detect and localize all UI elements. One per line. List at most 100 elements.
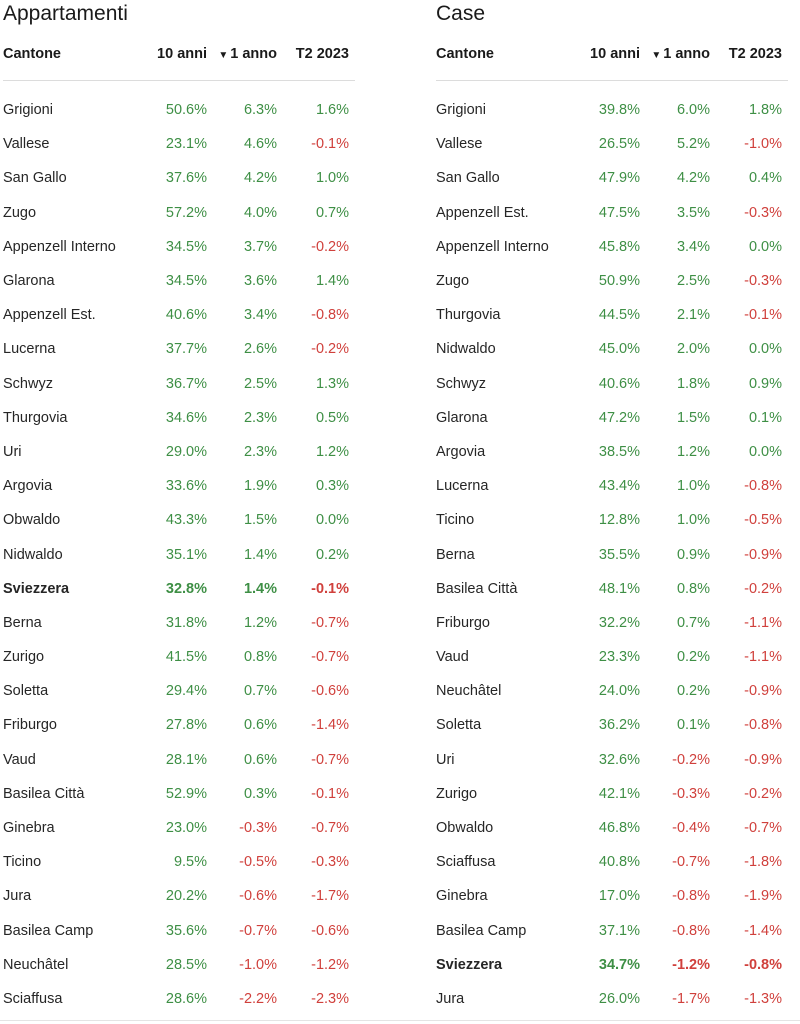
cell-cantone: Appenzell Est. (3, 307, 96, 324)
table-row: Soletta 29.4% 0.7% -0.6% (3, 674, 355, 708)
cell-cantone: Appenzell Interno (436, 238, 549, 255)
table-row: Berna 31.8% 1.2% -0.7% (3, 606, 355, 640)
cell-1-anno: 6.0% (676, 102, 710, 119)
cell-10-anni: 32.2% (598, 614, 640, 631)
table-row: Appenzell Interno 34.5% 3.7% -0.2% (3, 230, 355, 264)
cell-1-anno: 4.2% (676, 170, 710, 187)
cell-t2-2023: -1.1% (744, 614, 782, 631)
table-row: Vallese 26.5% 5.2% -1.0% (436, 127, 788, 161)
cell-1-anno: -0.5% (239, 854, 277, 871)
table-body: Grigioni 39.8% 6.0% 1.8% Vallese 26.5% 5.2% -1.… (436, 93, 788, 1016)
cell-1-anno: -1.2% (672, 956, 710, 973)
cell-cantone: Nidwaldo (436, 341, 496, 358)
header-cantone[interactable]: Cantone (3, 46, 61, 62)
cell-10-anni: 39.8% (598, 102, 640, 119)
header-1-anno[interactable]: ▼ 1 anno (640, 46, 710, 62)
table-row: San Gallo 47.9% 4.2% 0.4% (436, 161, 788, 195)
table-row: Zugo 50.9% 2.5% -0.3% (436, 264, 788, 298)
cell-1-anno: 3.4% (243, 307, 277, 324)
table-row: Lucerna 43.4% 1.0% -0.8% (436, 469, 788, 503)
table-row: Sciaffusa 28.6% -2.2% -2.3% (3, 982, 355, 1016)
cell-t2-2023: -0.8% (311, 307, 349, 324)
header-1-anno-label: 1 anno (230, 46, 277, 62)
table-row: Basilea Città 48.1% 0.8% -0.2% (436, 572, 788, 606)
cell-t2-2023: -0.5% (744, 512, 782, 529)
table-row: Ticino 9.5% -0.5% -0.3% (3, 845, 355, 879)
cell-1-anno: 2.3% (243, 409, 277, 426)
cell-cantone: Thurgovia (3, 409, 68, 426)
cell-10-anni: 37.1% (598, 922, 640, 939)
cell-t2-2023: -0.2% (744, 785, 782, 802)
table-row: Thurgovia 44.5% 2.1% -0.1% (436, 298, 788, 332)
table-appartamenti: Appartamenti Cantone 10 anni ▼ 1 anno T2 … (3, 0, 355, 1016)
cell-1-anno: 2.5% (676, 273, 710, 290)
cell-cantone: Vaud (3, 751, 36, 768)
cell-10-anni: 37.6% (165, 170, 207, 187)
table-title: Case (436, 2, 486, 25)
sort-down-icon: ▼ (218, 50, 229, 61)
cell-t2-2023: -1.1% (744, 649, 782, 666)
cell-cantone: Glarona (3, 273, 55, 290)
cell-cantone: Basilea Città (436, 580, 518, 597)
cell-cantone: Ticino (3, 854, 42, 871)
cell-t2-2023: -0.3% (311, 854, 349, 871)
cell-cantone: Basilea Città (3, 785, 85, 802)
cell-t2-2023: -0.2% (744, 580, 782, 597)
cell-cantone: Argovia (3, 478, 53, 495)
cell-cantone: Neuchâtel (3, 956, 69, 973)
cell-10-anni: 36.2% (598, 717, 640, 734)
header-cantone[interactable]: Cantone (436, 46, 494, 62)
cell-10-anni: 35.1% (165, 546, 207, 563)
cell-t2-2023: 1.6% (315, 102, 349, 119)
table-row: Jura 26.0% -1.7% -1.3% (436, 982, 788, 1016)
header-1-anno[interactable]: ▼ 1 anno (207, 46, 277, 62)
cell-1-anno: -0.7% (239, 922, 277, 939)
cell-t2-2023: 0.1% (748, 409, 782, 426)
cell-cantone: San Gallo (436, 170, 500, 187)
cell-cantone: Ginebra (436, 888, 488, 905)
cell-10-anni: 40.6% (598, 375, 640, 392)
header-10-anni[interactable]: 10 anni (157, 46, 207, 62)
cell-t2-2023: -0.6% (311, 683, 349, 700)
table-row: Ticino 12.8% 1.0% -0.5% (436, 503, 788, 537)
cell-10-anni: 31.8% (165, 614, 207, 631)
cell-10-anni: 9.5% (173, 854, 207, 871)
cell-cantone: Zurigo (436, 785, 478, 802)
cell-10-anni: 47.2% (598, 409, 640, 426)
cell-t2-2023: -1.4% (744, 922, 782, 939)
cell-10-anni: 33.6% (165, 478, 207, 495)
cell-cantone: Schwyz (436, 375, 486, 392)
cell-cantone: Vallese (3, 136, 50, 153)
cell-10-anni: 17.0% (598, 888, 640, 905)
cell-10-anni: 23.1% (165, 136, 207, 153)
cell-t2-2023: 1.8% (748, 102, 782, 119)
table-title: Appartamenti (3, 2, 128, 25)
table-row: Obwaldo 46.8% -0.4% -0.7% (436, 811, 788, 845)
header-t2-2023[interactable]: T2 2023 (295, 46, 349, 62)
header-10-anni[interactable]: 10 anni (590, 46, 640, 62)
table-row: Uri 29.0% 2.3% 1.2% (3, 435, 355, 469)
cell-cantone: Soletta (3, 683, 49, 700)
header-t2-2023[interactable]: T2 2023 (728, 46, 782, 62)
cell-cantone: Lucerna (3, 341, 56, 358)
cell-cantone: Zurigo (3, 649, 45, 666)
cell-1-anno: 2.0% (676, 341, 710, 358)
cell-1-anno: 0.6% (243, 717, 277, 734)
table-row: Jura 20.2% -0.6% -1.7% (3, 879, 355, 913)
cell-cantone: Sviezzera (3, 580, 70, 597)
cell-t2-2023: -0.3% (744, 273, 782, 290)
table-row: Sciaffusa 40.8% -0.7% -1.8% (436, 845, 788, 879)
table-row: Glarona 47.2% 1.5% 0.1% (436, 401, 788, 435)
cell-t2-2023: -0.2% (311, 341, 349, 358)
cell-t2-2023: -0.7% (744, 820, 782, 837)
cell-10-anni: 45.8% (598, 238, 640, 255)
cell-1-anno: 0.3% (243, 785, 277, 802)
cell-10-anni: 34.5% (165, 238, 207, 255)
cell-t2-2023: -1.8% (744, 854, 782, 871)
cell-1-anno: 1.5% (243, 512, 277, 529)
cell-t2-2023: 0.0% (748, 238, 782, 255)
cell-1-anno: 3.4% (676, 238, 710, 255)
cell-1-anno: -0.6% (239, 888, 277, 905)
cell-10-anni: 35.5% (598, 546, 640, 563)
cell-1-anno: 0.7% (676, 614, 710, 631)
